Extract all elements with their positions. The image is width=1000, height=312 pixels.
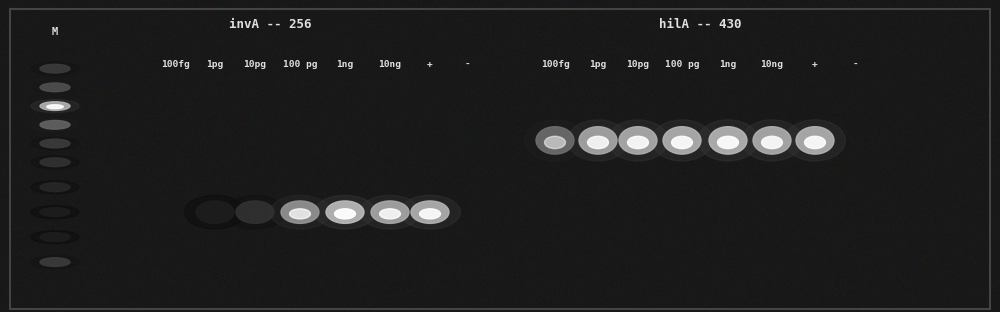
Ellipse shape [47,105,63,109]
Ellipse shape [672,136,692,149]
Ellipse shape [31,181,79,194]
Ellipse shape [698,120,758,161]
Ellipse shape [290,209,310,219]
Ellipse shape [31,256,79,269]
Ellipse shape [40,233,70,241]
Text: 100fg: 100fg [541,60,569,69]
Ellipse shape [236,201,274,223]
Text: 100fg: 100fg [161,60,189,69]
Text: M: M [52,27,58,37]
Ellipse shape [40,139,70,148]
Ellipse shape [709,127,747,154]
Ellipse shape [40,183,70,192]
Ellipse shape [40,83,70,92]
Ellipse shape [568,120,628,161]
Ellipse shape [31,156,79,169]
Text: 10pg: 10pg [626,60,650,69]
Ellipse shape [31,100,79,113]
Text: 1ng: 1ng [336,60,354,69]
Ellipse shape [525,120,585,161]
Ellipse shape [536,127,574,154]
Ellipse shape [326,201,364,223]
Ellipse shape [718,136,738,149]
Ellipse shape [753,127,791,154]
Ellipse shape [31,231,79,244]
Ellipse shape [40,120,70,129]
Ellipse shape [40,208,70,217]
Text: -: - [465,60,471,69]
Ellipse shape [40,158,70,167]
Ellipse shape [588,136,608,149]
Text: +: + [812,60,818,69]
Ellipse shape [805,136,825,149]
Ellipse shape [225,195,285,229]
Ellipse shape [40,64,70,73]
Text: 1pg: 1pg [206,60,224,69]
Ellipse shape [40,102,70,110]
Text: 100 pg: 100 pg [665,60,699,69]
Ellipse shape [31,62,79,75]
Ellipse shape [400,195,460,229]
Ellipse shape [31,206,79,219]
Ellipse shape [796,127,834,154]
Ellipse shape [785,120,845,161]
Text: hilA -- 430: hilA -- 430 [659,18,741,31]
Ellipse shape [608,120,668,161]
Ellipse shape [579,127,617,154]
Ellipse shape [31,137,79,150]
Ellipse shape [545,136,565,149]
Text: 1pg: 1pg [589,60,607,69]
Ellipse shape [196,201,234,223]
Ellipse shape [371,201,409,223]
Ellipse shape [40,258,70,266]
Ellipse shape [270,195,330,229]
Ellipse shape [652,120,712,161]
Ellipse shape [185,195,245,229]
Ellipse shape [663,127,701,154]
Ellipse shape [762,136,782,149]
Text: 1ng: 1ng [719,60,737,69]
Ellipse shape [360,195,420,229]
Text: invA -- 256: invA -- 256 [229,18,311,31]
Ellipse shape [31,81,79,94]
Ellipse shape [411,201,449,223]
Text: 10ng: 10ng [378,60,402,69]
Ellipse shape [742,120,802,161]
Ellipse shape [31,118,79,131]
Ellipse shape [315,195,375,229]
Ellipse shape [628,136,648,149]
Text: 10ng: 10ng [761,60,784,69]
Ellipse shape [335,209,355,219]
Text: +: + [427,60,433,69]
Ellipse shape [420,209,440,219]
Text: 100 pg: 100 pg [283,60,317,69]
Ellipse shape [281,201,319,223]
Text: 10pg: 10pg [244,60,266,69]
Ellipse shape [619,127,657,154]
Text: -: - [852,60,858,69]
Ellipse shape [380,209,400,219]
